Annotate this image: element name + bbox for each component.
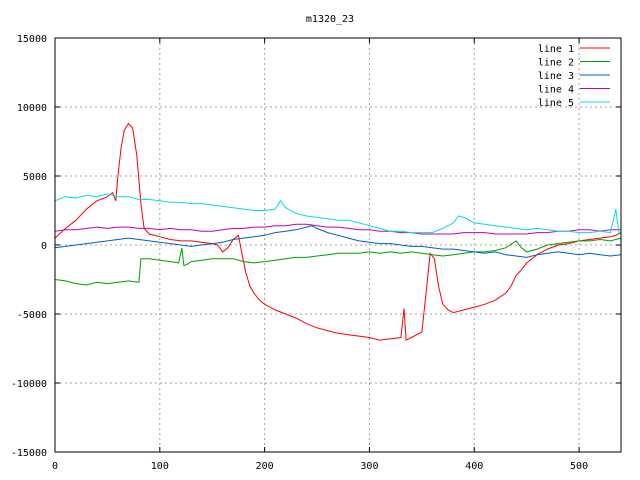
x-tick-label: 100 [151,461,169,472]
legend-label-1: line 1 [538,44,574,55]
y-tick-label: 5000 [23,172,47,183]
chart-title: m1320_23 [306,14,354,25]
x-tick-label: 300 [360,461,378,472]
y-tick-label: 0 [41,241,47,252]
y-tick-label: -5000 [17,310,47,321]
legend: line 1 line 2 line 3 line 4 line 5 [538,44,610,109]
legend-label-2: line 2 [538,58,574,69]
grid [54,37,621,453]
legend-label-4: line 4 [538,85,574,96]
x-tick-label: 200 [256,461,274,472]
series-line-5 [54,193,622,235]
x-tick-label: 400 [465,461,483,472]
legend-label-3: line 3 [538,71,574,82]
series-line-3 [54,225,622,258]
plot-frame [54,37,622,453]
series-line-1 [54,122,622,341]
y-tick-label: 10000 [17,103,47,114]
series-line-4 [54,223,621,235]
y-tick-labels: -15000 -10000 -5000 0 5000 10000 15000 [11,34,47,459]
y-tick-label: -10000 [11,379,47,390]
y-tick-label: 15000 [17,34,47,45]
x-tick-label: 500 [570,461,588,472]
x-tick-label: 0 [52,461,58,472]
y-tick-label: -15000 [11,448,47,459]
series-line-2 [54,237,622,286]
x-tick-labels: 0 100 200 300 400 500 [52,461,588,472]
series-lines [54,122,622,341]
legend-label-5: line 5 [538,98,574,109]
